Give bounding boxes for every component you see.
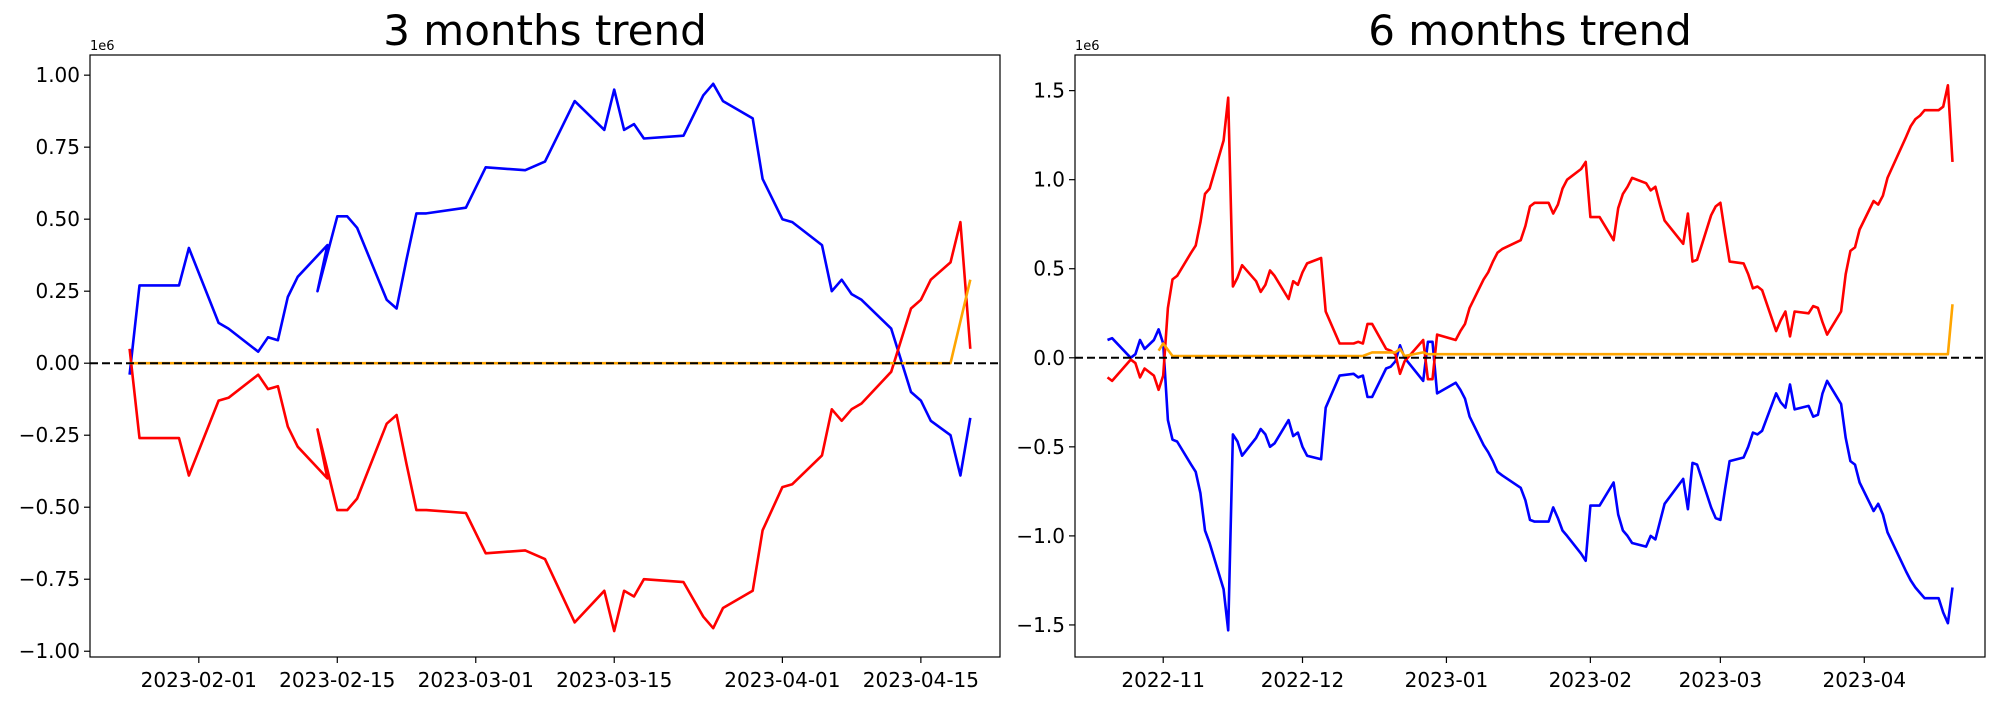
plot-area bbox=[1075, 84, 1985, 632]
y-tick-label: 1.00 bbox=[35, 63, 80, 87]
y-tick-label: 0.25 bbox=[35, 279, 80, 303]
y-tick-label: 0.00 bbox=[35, 351, 80, 375]
x-tick-label: 2023-04 bbox=[1822, 668, 1906, 692]
x-tick-label: 2023-01 bbox=[1405, 668, 1489, 692]
x-tick-label: 2022-12 bbox=[1261, 668, 1345, 692]
y-tick-label: −1.00 bbox=[19, 639, 80, 663]
axes-frame bbox=[1074, 54, 1986, 658]
y-tick-label: −0.25 bbox=[19, 423, 80, 447]
chart-6-months: 6 months trend 1e6 −1.5 −1.0 −0.5 0.0 0.5 1.0 1.… bbox=[1016, 6, 1986, 692]
y-tick-label: −1.0 bbox=[1016, 524, 1065, 548]
y-tick-label: 0.75 bbox=[35, 135, 80, 159]
series-line-1 bbox=[128, 220, 972, 633]
plot-area bbox=[90, 82, 1000, 633]
series-line-1 bbox=[1106, 84, 1954, 392]
y-offset-label: 1e6 bbox=[1075, 39, 1100, 54]
x-tick-label: 2023-04-15 bbox=[863, 668, 979, 692]
x-tick-label: 2023-03-15 bbox=[556, 668, 672, 692]
series-line-0 bbox=[128, 82, 972, 477]
x-tick-label: 2023-02-15 bbox=[279, 668, 395, 692]
y-tick-label: −1.5 bbox=[1016, 613, 1065, 637]
y-tick-label: −0.75 bbox=[19, 567, 80, 591]
chart-title: 6 months trend bbox=[1368, 6, 1692, 55]
series-line-2 bbox=[1157, 304, 1954, 358]
y-tick-label: 1.0 bbox=[1033, 168, 1065, 192]
y-offset-label: 1e6 bbox=[90, 39, 115, 54]
y-tick-label: 0.5 bbox=[1033, 257, 1065, 281]
y-tick-label: 0.0 bbox=[1033, 346, 1065, 370]
y-tick-label: 0.50 bbox=[35, 207, 80, 231]
axes-frame bbox=[89, 54, 1001, 658]
series-line-0 bbox=[1107, 327, 1954, 632]
y-tick-label: −0.50 bbox=[19, 495, 80, 519]
x-tick-label: 2023-04-01 bbox=[724, 668, 840, 692]
x-tick-label: 2023-03-01 bbox=[418, 668, 534, 692]
x-tick-label: 2023-02-01 bbox=[141, 668, 257, 692]
chart-3-months: 3 months trend 1e6 −1.00 −0.75 −0.50 −0.25 0.0… bbox=[19, 6, 1001, 692]
x-tick-label: 2023-02 bbox=[1549, 668, 1633, 692]
chart-title: 3 months trend bbox=[383, 6, 707, 55]
x-tick-label: 2023-03 bbox=[1679, 668, 1763, 692]
x-tick-label: 2022-11 bbox=[1121, 668, 1205, 692]
y-tick-label: 1.5 bbox=[1033, 79, 1065, 103]
y-tick-label: −0.5 bbox=[1016, 435, 1065, 459]
